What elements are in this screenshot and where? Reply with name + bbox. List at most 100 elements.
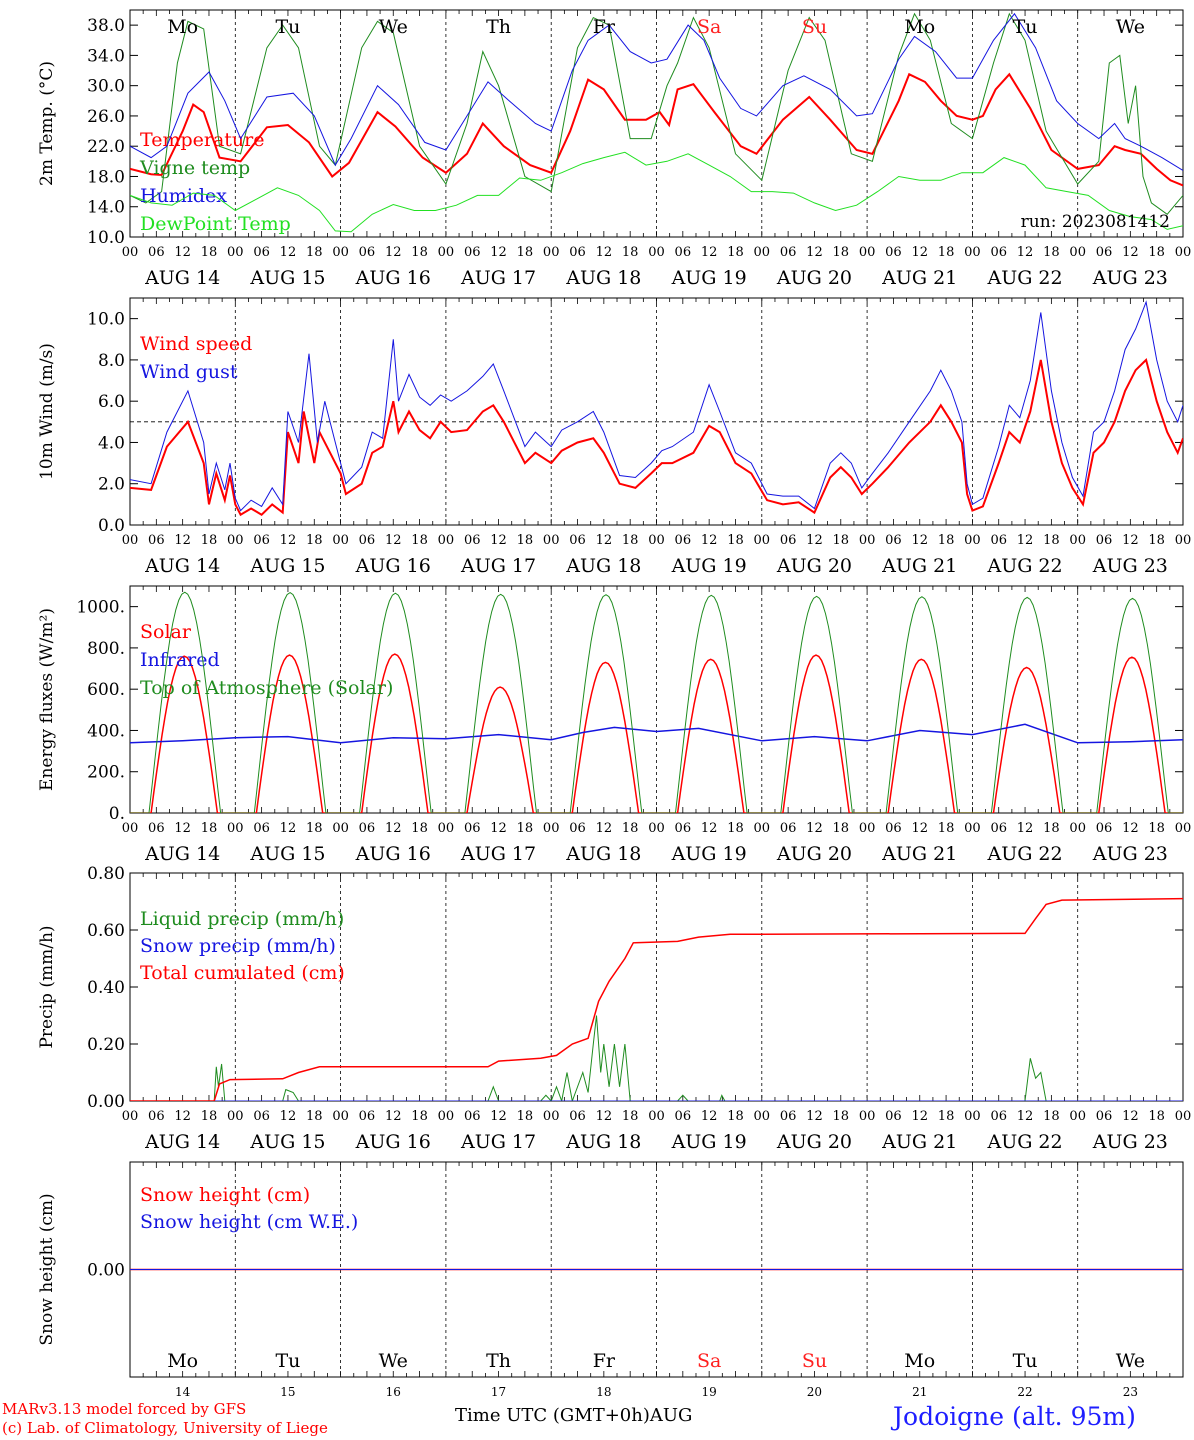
legend-entry: Wind speed <box>140 333 252 355</box>
hour-tick-label: 00 <box>332 1109 349 1124</box>
day-label: AUG 23 <box>1092 555 1168 577</box>
hour-tick-label: 00 <box>543 821 560 836</box>
y-axis-label: Energy fluxes (W/m²) <box>37 608 57 791</box>
hour-tick-label: 00 <box>754 821 771 836</box>
hour-tick-label: 06 <box>148 245 165 260</box>
hour-tick-label: 00 <box>1069 245 1086 260</box>
day-label: AUG 22 <box>986 1131 1062 1153</box>
hour-tick-label: 18 <box>938 533 955 548</box>
legend-entry: Liquid precip (mm/h) <box>140 908 344 930</box>
hour-tick-label: 06 <box>464 245 481 260</box>
weekday-label: We <box>379 1350 408 1372</box>
hour-tick-label: 18 <box>833 245 850 260</box>
legend-entry: Snow height (cm W.E.) <box>140 1211 358 1233</box>
day-label: AUG 20 <box>776 1131 852 1153</box>
day-label: AUG 20 <box>776 267 852 289</box>
y-tick-label: 0.80 <box>87 864 125 884</box>
hour-tick-label: 12 <box>174 533 191 548</box>
hour-tick-label: 06 <box>569 245 586 260</box>
hour-tick-label: 18 <box>1148 1109 1165 1124</box>
series-line-humidex <box>130 12 1183 171</box>
hour-tick-label: 00 <box>227 1109 244 1124</box>
y-tick-label: 0. <box>109 804 125 824</box>
hour-tick-label: 12 <box>701 533 718 548</box>
hour-tick-label: 06 <box>780 821 797 836</box>
day-number-label: 18 <box>596 1385 611 1399</box>
weekday-label: We <box>1116 16 1145 38</box>
legend-entry: DewPoint Temp <box>140 213 291 235</box>
hour-tick-label: 12 <box>596 245 613 260</box>
hour-tick-label: 18 <box>833 821 850 836</box>
y-tick-label: 0.0 <box>98 516 125 536</box>
hour-tick-label: 00 <box>859 245 876 260</box>
y-tick-label: 1000. <box>76 598 125 618</box>
hour-tick-label: 00 <box>438 821 455 836</box>
hour-tick-label: 18 <box>411 245 428 260</box>
day-label: AUG 17 <box>460 555 536 577</box>
y-tick-label: 8.0 <box>98 351 125 371</box>
day-label: AUG 18 <box>565 267 641 289</box>
hour-tick-label: 12 <box>385 245 402 260</box>
hour-tick-label: 18 <box>938 245 955 260</box>
hour-tick-label: 06 <box>675 533 692 548</box>
weekday-label: Th <box>486 1350 511 1372</box>
hour-tick-label: 06 <box>1096 1109 1113 1124</box>
day-label: AUG 14 <box>144 555 220 577</box>
day-label: AUG 15 <box>249 1131 325 1153</box>
hour-tick-label: 06 <box>148 533 165 548</box>
series-line-wind-speed <box>130 357 1183 517</box>
day-label: AUG 20 <box>776 843 852 865</box>
hour-tick-label: 06 <box>359 533 376 548</box>
hour-tick-label: 06 <box>253 533 270 548</box>
day-label: AUG 14 <box>144 267 220 289</box>
legend-entry: Total cumulated (cm) <box>140 962 345 984</box>
hour-tick-label: 18 <box>1043 821 1060 836</box>
lab-credit: (c) Lab. of Climatology, University of L… <box>2 1419 328 1437</box>
hour-tick-label: 00 <box>964 821 981 836</box>
day-number-label: 19 <box>702 1385 717 1399</box>
hour-tick-label: 18 <box>201 1109 218 1124</box>
hour-tick-label: 18 <box>727 245 744 260</box>
weekday-label: Mo <box>167 16 198 38</box>
day-number-label: 20 <box>807 1385 822 1399</box>
series-line-dewpoint-temp <box>130 151 1183 233</box>
hour-tick-label: 06 <box>675 245 692 260</box>
weekday-label: Mo <box>904 16 935 38</box>
hour-tick-label: 00 <box>1175 245 1192 260</box>
day-label: AUG 16 <box>355 1131 431 1153</box>
hour-tick-label: 18 <box>1148 533 1165 548</box>
hour-tick-label: 06 <box>569 1109 586 1124</box>
hour-tick-label: 12 <box>1122 1109 1139 1124</box>
day-label: AUG 19 <box>671 1131 747 1153</box>
day-label: AUG 21 <box>881 267 957 289</box>
hour-tick-label: 12 <box>701 821 718 836</box>
hour-tick-label: 12 <box>596 1109 613 1124</box>
hour-tick-label: 18 <box>833 1109 850 1124</box>
hour-tick-label: 00 <box>122 245 139 260</box>
hour-tick-label: 06 <box>1096 245 1113 260</box>
hour-tick-label: 18 <box>727 533 744 548</box>
hour-tick-label: 12 <box>1122 533 1139 548</box>
hour-tick-label: 12 <box>174 821 191 836</box>
hour-tick-label: 06 <box>1096 821 1113 836</box>
legend-entry: Humidex <box>140 185 227 207</box>
hour-tick-label: 00 <box>122 1109 139 1124</box>
hour-tick-label: 06 <box>885 1109 902 1124</box>
hour-tick-label: 06 <box>148 821 165 836</box>
weekday-label: We <box>379 16 408 38</box>
hour-tick-label: 00 <box>964 533 981 548</box>
day-label: AUG 17 <box>460 1131 536 1153</box>
legend-entry: Solar <box>140 621 192 643</box>
hour-tick-label: 06 <box>1096 533 1113 548</box>
hour-tick-label: 06 <box>464 821 481 836</box>
hour-tick-label: 06 <box>464 533 481 548</box>
hour-tick-label: 12 <box>911 821 928 836</box>
hour-tick-label: 18 <box>833 533 850 548</box>
hour-tick-label: 06 <box>885 245 902 260</box>
y-tick-label: 10.0 <box>87 310 125 330</box>
day-label: AUG 17 <box>460 267 536 289</box>
hour-tick-label: 12 <box>385 821 402 836</box>
y-tick-label: 0.40 <box>87 978 125 998</box>
series-line-temperature <box>130 72 1183 187</box>
hour-tick-label: 18 <box>411 821 428 836</box>
